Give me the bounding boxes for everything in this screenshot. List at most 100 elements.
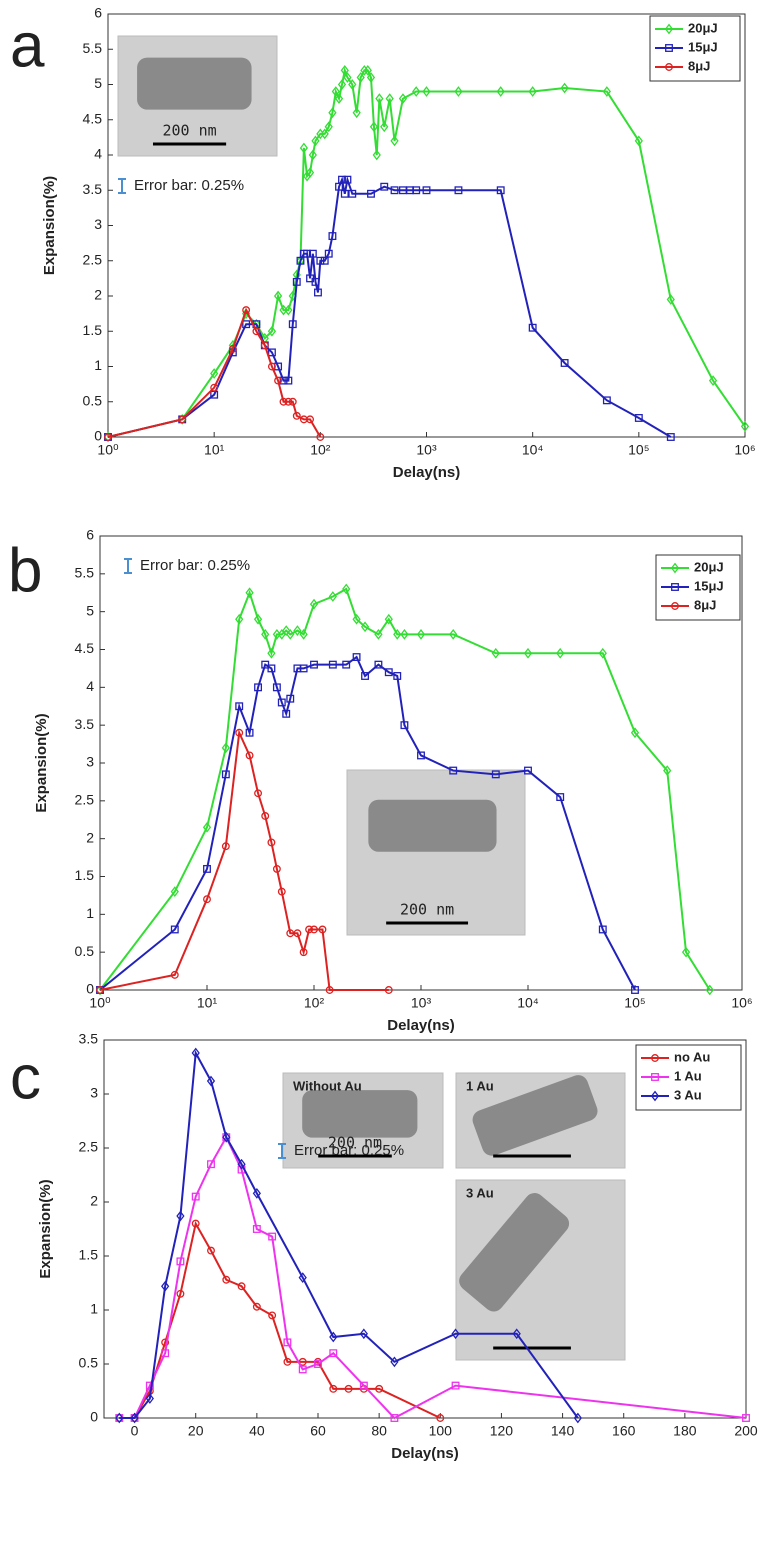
x-tick-label: 140	[551, 1423, 575, 1439]
data-point	[325, 986, 334, 994]
data-point	[237, 1282, 246, 1291]
panel: c 0 0.5 1 1.5 2 2.5 3 3.5 0 20 40 60 80 100 120 140 160 18…	[10, 1031, 758, 1462]
series-line	[119, 1049, 579, 1419]
data-point	[366, 72, 376, 83]
x-axis-label: Delay(ns)	[393, 464, 461, 481]
y-tick-label: 3	[86, 754, 94, 770]
data-point	[329, 1349, 338, 1358]
data-point	[261, 812, 270, 820]
data-point	[228, 344, 237, 353]
plot-frame	[103, 1039, 747, 1419]
nanoparticle	[137, 57, 252, 110]
panel: a 0 0.5 1 1.5 2 2.5 3 3.5 4 4.5 5 5.5 6 10⁰ 10¹ 10² 10³ 10…	[10, 5, 756, 481]
y-axis-label: Expansion(%)	[41, 176, 58, 275]
series-line	[119, 1220, 441, 1419]
data-point	[235, 613, 244, 625]
x-tick-label: 10⁶	[734, 442, 755, 458]
data-point	[400, 628, 409, 640]
legend-marker	[670, 562, 680, 574]
inset-label: 1 Au	[466, 1078, 494, 1093]
series-line	[99, 587, 711, 991]
data-point	[384, 986, 393, 994]
data-point	[288, 320, 297, 329]
data-point	[221, 770, 230, 779]
data-point	[252, 1302, 261, 1311]
data-point	[630, 727, 640, 739]
scale-label: 200 nm	[328, 1134, 382, 1152]
y-tick-label: 6	[86, 527, 94, 543]
data-point	[449, 628, 458, 640]
data-point	[310, 925, 318, 934]
data-point	[272, 683, 281, 692]
data-point	[449, 766, 458, 775]
data-point	[361, 672, 370, 680]
data-point	[340, 65, 349, 76]
data-point	[130, 1412, 139, 1424]
error-bar-icon	[118, 178, 126, 194]
y-tick-label: 1.5	[83, 322, 103, 338]
x-tick-label: 10⁰	[89, 995, 111, 1011]
data-point	[292, 411, 301, 420]
y-tick-label: 5	[86, 602, 94, 618]
data-point	[528, 323, 537, 332]
data-point	[451, 1328, 460, 1340]
data-point	[318, 925, 327, 934]
data-point	[740, 421, 750, 432]
data-point	[191, 1047, 200, 1059]
y-tick-label: 1	[90, 1301, 98, 1317]
x-tick-label: 10⁰	[97, 442, 119, 458]
data-point	[235, 728, 244, 737]
y-tick-label: 5	[94, 75, 102, 91]
data-point	[252, 327, 261, 336]
data-point	[598, 647, 607, 659]
data-point	[267, 325, 277, 337]
data-point	[237, 1158, 246, 1170]
data-point	[170, 886, 179, 898]
panel-letter: b	[8, 536, 42, 605]
y-tick-label: 3.5	[79, 1031, 99, 1047]
data-point	[268, 1311, 277, 1320]
data-point	[324, 121, 333, 133]
data-point	[235, 702, 244, 711]
annotation: Error bar: 0.25%	[134, 177, 244, 194]
data-point	[210, 368, 219, 379]
scale-label: 200 nm	[162, 122, 216, 140]
legend-text: no Au	[674, 1049, 710, 1064]
data-point	[393, 672, 402, 680]
data-point	[273, 290, 283, 302]
annotation: Error bar: 0.25%	[294, 1142, 404, 1159]
data-point	[393, 628, 402, 640]
data-point	[176, 1210, 185, 1222]
data-point	[631, 986, 639, 994]
data-point	[252, 1187, 261, 1199]
data-point	[384, 613, 393, 625]
data-point	[221, 842, 230, 851]
data-point	[316, 256, 325, 265]
data-point	[663, 765, 672, 776]
data-point	[283, 1357, 292, 1366]
data-point	[324, 249, 333, 258]
x-tick-label: 10⁴	[517, 995, 539, 1011]
data-point	[284, 397, 293, 406]
legend-marker	[651, 1073, 659, 1081]
data-point	[316, 433, 325, 441]
nanoparticle	[459, 1193, 570, 1312]
nanoparticle	[368, 799, 497, 852]
x-tick-label: 80	[371, 1423, 387, 1439]
data-point	[338, 175, 346, 184]
data-point	[352, 653, 361, 662]
data-point	[328, 660, 337, 669]
data-point	[416, 628, 426, 640]
panel: b 0 0.5 1 1.5 2 2.5 3 3.5 4 4.5 5 5.5 6 10⁰ 10¹ 10² 10³ 10…	[8, 527, 753, 1034]
data-point	[491, 770, 500, 779]
legend-text: 20μJ	[694, 559, 724, 574]
data-point	[267, 664, 276, 673]
data-point	[602, 86, 611, 97]
data-point	[299, 142, 309, 154]
series-line	[107, 175, 672, 438]
error-bar-icon	[124, 558, 132, 574]
data-point	[306, 415, 314, 424]
data-point	[277, 698, 286, 707]
data-point	[298, 1272, 307, 1283]
data-point	[299, 628, 308, 640]
